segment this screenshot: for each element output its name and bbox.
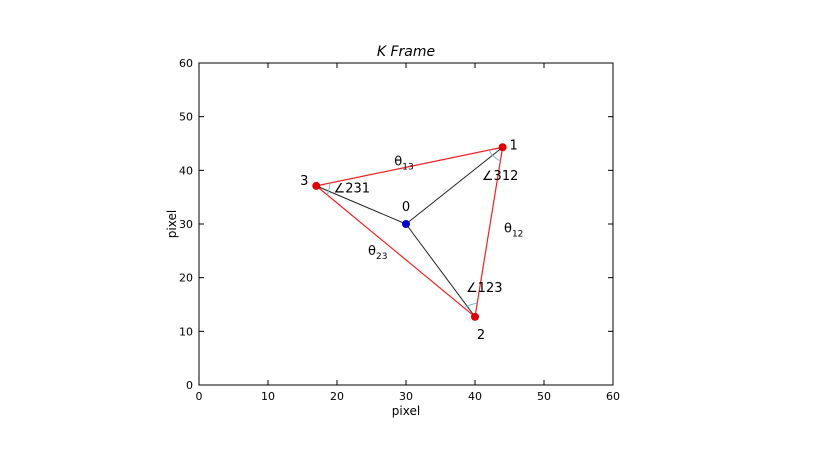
x-tick-label: 0 (196, 390, 203, 403)
edge-label-12: θ12 (504, 222, 523, 240)
y-tick-label: 60 (179, 57, 193, 70)
edge-1-2 (474, 147, 504, 317)
x-tick-label: 10 (261, 390, 275, 403)
y-tick-label: 0 (186, 379, 193, 392)
spoke-0-1 (405, 146, 503, 225)
x-axis-label: pixel (392, 404, 420, 418)
chart-title: K Frame (377, 44, 435, 60)
y-tick-label: 10 (179, 325, 193, 338)
point-3 (312, 181, 321, 190)
edge-label-23: θ23 (368, 244, 387, 262)
angle-label-1: ∠312 (482, 169, 518, 184)
angle-arcs (326, 149, 501, 309)
triangle-edges (315, 146, 504, 318)
angle-arc-1 (488, 149, 501, 162)
y-tick-label: 40 (179, 164, 193, 177)
angle-arc-2 (463, 302, 478, 309)
point-label-3: 3 (300, 174, 308, 189)
spoke-0-3 (316, 185, 407, 225)
annotations: 0 1 2 3 ∠312 ∠123 ∠231 θ13 θ12 θ23 (300, 138, 523, 343)
x-axis-ticks: 0 10 20 30 40 50 60 (196, 63, 620, 403)
point-0 (402, 220, 410, 228)
point-label-0: 0 (402, 200, 410, 215)
point-2 (471, 312, 479, 321)
angle-arc-3 (326, 183, 331, 196)
x-tick-label: 60 (606, 390, 620, 403)
angle-label-3: ∠231 (334, 181, 370, 196)
point-1 (498, 143, 507, 152)
data-points (312, 143, 507, 321)
spoke-0-2 (405, 223, 476, 318)
center-spokes (316, 146, 503, 318)
x-tick-label: 50 (537, 390, 551, 403)
x-tick-label: 20 (330, 390, 344, 403)
y-axis-label: pixel (165, 210, 179, 238)
point-label-2: 2 (477, 328, 485, 343)
point-label-1: 1 (509, 138, 517, 153)
edge-1-3 (316, 146, 503, 187)
angle-label-2: ∠123 (466, 281, 502, 296)
y-tick-label: 30 (179, 218, 193, 231)
edge-2-3 (315, 185, 476, 318)
y-tick-label: 50 (179, 111, 193, 124)
edge-label-13: θ13 (394, 155, 413, 173)
y-tick-label: 20 (179, 272, 193, 285)
x-tick-label: 30 (399, 390, 413, 403)
x-tick-label: 40 (468, 390, 482, 403)
